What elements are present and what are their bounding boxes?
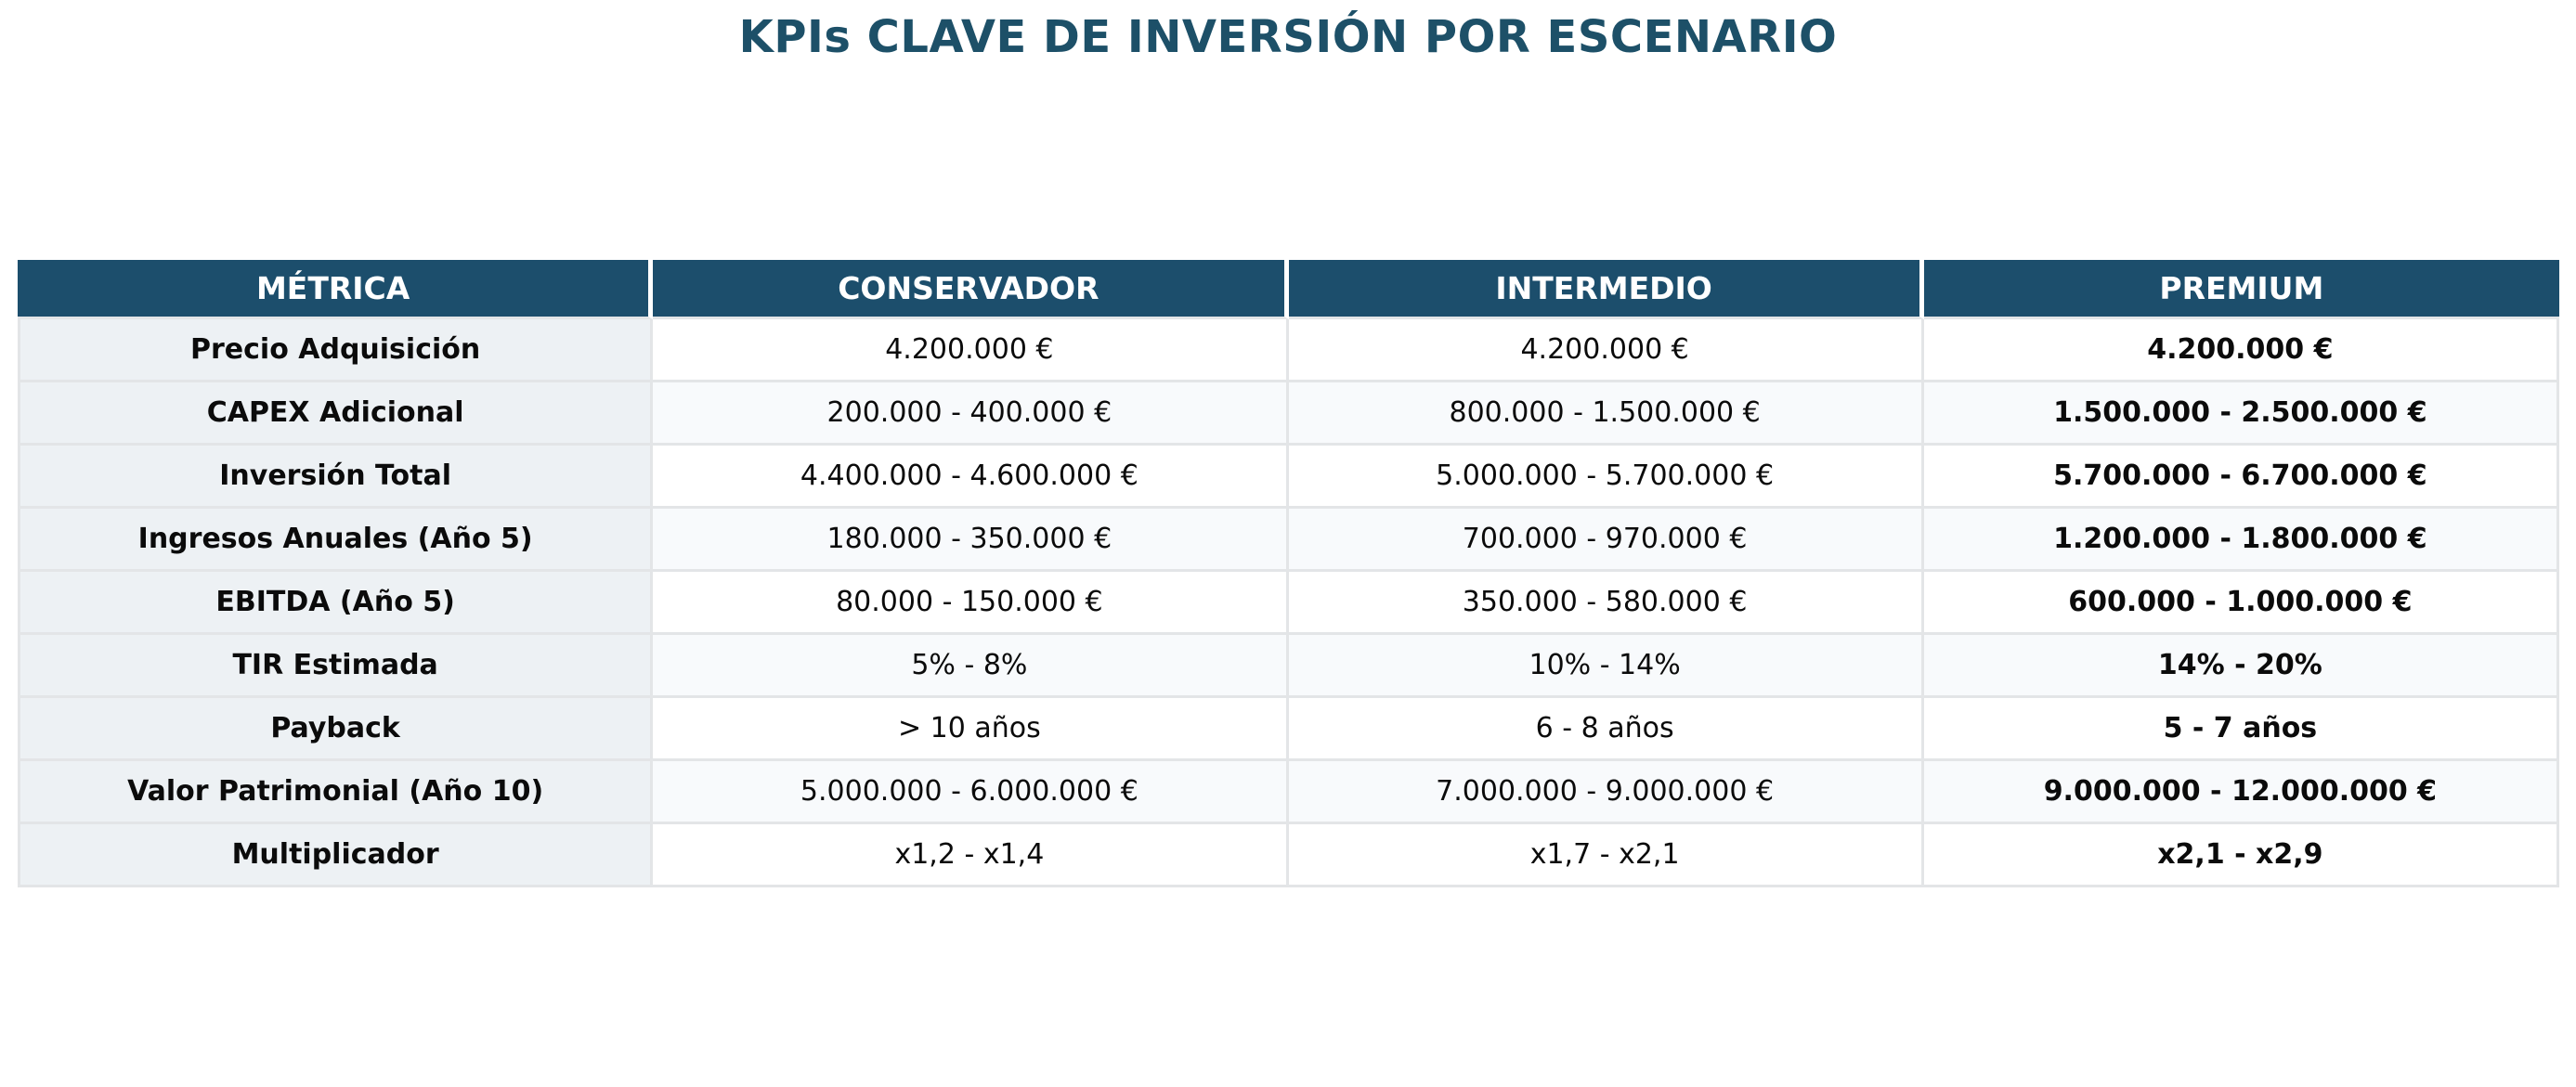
conservador-cell: 5.000.000 - 6.000.000 € [653,761,1289,824]
table-row-precio-adquisicion: Precio Adquisición 4.200.000 € 4.200.000… [18,319,2559,382]
header-row: MÉTRICA CONSERVADOR INTERMEDIO PREMIUM [18,260,2559,319]
intermedio-cell: 350.000 - 580.000 € [1288,572,1924,635]
conservador-cell: x1,2 - x1,4 [653,824,1289,887]
metric-cell: Multiplicador [18,824,654,887]
conservador-cell: 180.000 - 350.000 € [653,509,1289,572]
metric-cell: Valor Patrimonial (Año 10) [18,761,654,824]
table-row-ebitda: EBITDA (Año 5) 80.000 - 150.000 € 350.00… [18,572,2559,635]
premium-cell: 5.700.000 - 6.700.000 € [1923,446,2559,509]
intermedio-cell: 7.000.000 - 9.000.000 € [1288,761,1924,824]
metric-cell: EBITDA (Año 5) [18,572,654,635]
table-row-valor-patrimonial: Valor Patrimonial (Año 10) 5.000.000 - 6… [18,761,2559,824]
metric-cell: Inversión Total [18,446,654,509]
table-row-inversion-total: Inversión Total 4.400.000 - 4.600.000 € … [18,446,2559,509]
intermedio-cell: 700.000 - 970.000 € [1288,509,1924,572]
intermedio-cell: 800.000 - 1.500.000 € [1288,382,1924,446]
premium-cell: 4.200.000 € [1923,319,2559,382]
metric-cell: Ingresos Anuales (Año 5) [18,509,654,572]
conservador-cell: 200.000 - 400.000 € [653,382,1289,446]
intermedio-cell: x1,7 - x2,1 [1288,824,1924,887]
column-header-premium: PREMIUM [1923,260,2559,319]
table-row-multiplicador: Multiplicador x1,2 - x1,4 x1,7 - x2,1 x2… [18,824,2559,887]
metric-cell: TIR Estimada [18,635,654,698]
intermedio-cell: 4.200.000 € [1288,319,1924,382]
conservador-cell: 5% - 8% [653,635,1289,698]
intermedio-cell: 5.000.000 - 5.700.000 € [1288,446,1924,509]
kpi-table: MÉTRICA CONSERVADOR INTERMEDIO PREMIUM P… [18,260,2559,887]
premium-cell: 5 - 7 años [1923,698,2559,761]
conservador-cell: 80.000 - 150.000 € [653,572,1289,635]
premium-cell: 600.000 - 1.000.000 € [1923,572,2559,635]
page-title: KPIs CLAVE DE INVERSIÓN POR ESCENARIO [738,11,1838,63]
kpi-table-body: Precio Adquisición 4.200.000 € 4.200.000… [18,319,2559,887]
conservador-cell: > 10 años [653,698,1289,761]
table-row-ingresos-anuales: Ingresos Anuales (Año 5) 180.000 - 350.0… [18,509,2559,572]
premium-cell: 1.200.000 - 1.800.000 € [1923,509,2559,572]
conservador-cell: 4.400.000 - 4.600.000 € [653,446,1289,509]
premium-cell: x2,1 - x2,9 [1923,824,2559,887]
table-row-tir-estimada: TIR Estimada 5% - 8% 10% - 14% 14% - 20% [18,635,2559,698]
intermedio-cell: 6 - 8 años [1288,698,1924,761]
conservador-cell: 4.200.000 € [653,319,1289,382]
kpi-table-header: MÉTRICA CONSERVADOR INTERMEDIO PREMIUM [18,260,2559,319]
intermedio-cell: 10% - 14% [1288,635,1924,698]
metric-cell: Precio Adquisición [18,319,654,382]
premium-cell: 1.500.000 - 2.500.000 € [1923,382,2559,446]
column-header-metrica: MÉTRICA [18,260,654,319]
column-header-intermedio: INTERMEDIO [1288,260,1924,319]
metric-cell: Payback [18,698,654,761]
column-header-conservador: CONSERVADOR [653,260,1289,319]
table-row-capex-adicional: CAPEX Adicional 200.000 - 400.000 € 800.… [18,382,2559,446]
premium-cell: 14% - 20% [1923,635,2559,698]
metric-cell: CAPEX Adicional [18,382,654,446]
premium-cell: 9.000.000 - 12.000.000 € [1923,761,2559,824]
table-row-payback: Payback > 10 años 6 - 8 años 5 - 7 años [18,698,2559,761]
